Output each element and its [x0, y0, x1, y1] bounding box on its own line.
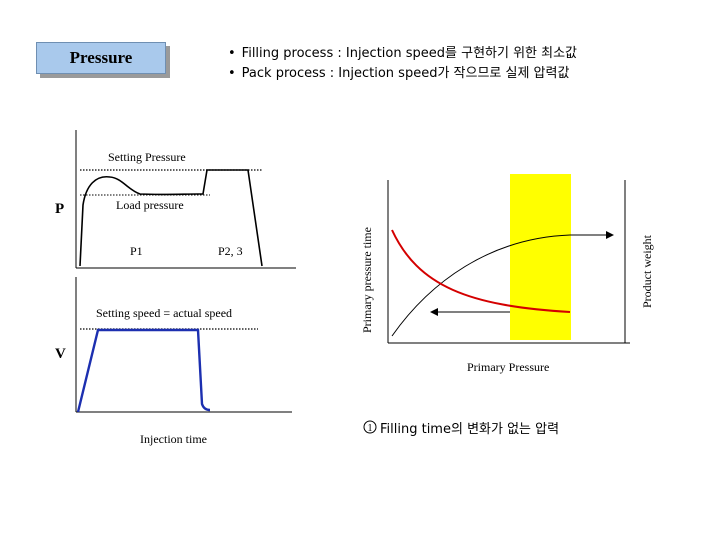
pressure-axis-label: P [55, 201, 65, 217]
velocity-axis-label: V [55, 346, 66, 362]
bullet-filling: Filling process : Injection speed를 구현하기 … [228, 42, 577, 61]
pressure-curve [79, 169, 263, 267]
filling-time-note: Filling time의 변화가 없는 압력 [358, 418, 559, 437]
product-weight-label: Product weight [640, 235, 654, 308]
note-text: Filling time의 변화가 없는 압력 [380, 422, 560, 437]
bullet-pack: Pack process : Injection speed가 작으므로 실제 … [228, 62, 570, 81]
fill-time-curve [391, 229, 571, 313]
velocity-profile [76, 328, 211, 413]
note-marker-icon [363, 420, 377, 434]
title-box: Pressure [36, 42, 166, 74]
setting-speed-label: Setting speed = actual speed [96, 306, 233, 320]
note-marker-digit: 1 [368, 423, 373, 434]
load-pressure-label: Load pressure [116, 198, 184, 212]
primary-pressure-label: Primary Pressure [467, 360, 550, 374]
product-weight-curve [391, 234, 571, 337]
optimal-window-highlight [510, 174, 571, 340]
p23-label: P2, 3 [218, 244, 243, 258]
primary-pressure-time-label: Primary pressure time [360, 227, 374, 333]
p1-label: P1 [130, 244, 143, 258]
injection-time-label: Injection time [140, 432, 207, 446]
page-title: Pressure [69, 48, 133, 67]
setting-pressure-label: Setting Pressure [108, 150, 186, 164]
